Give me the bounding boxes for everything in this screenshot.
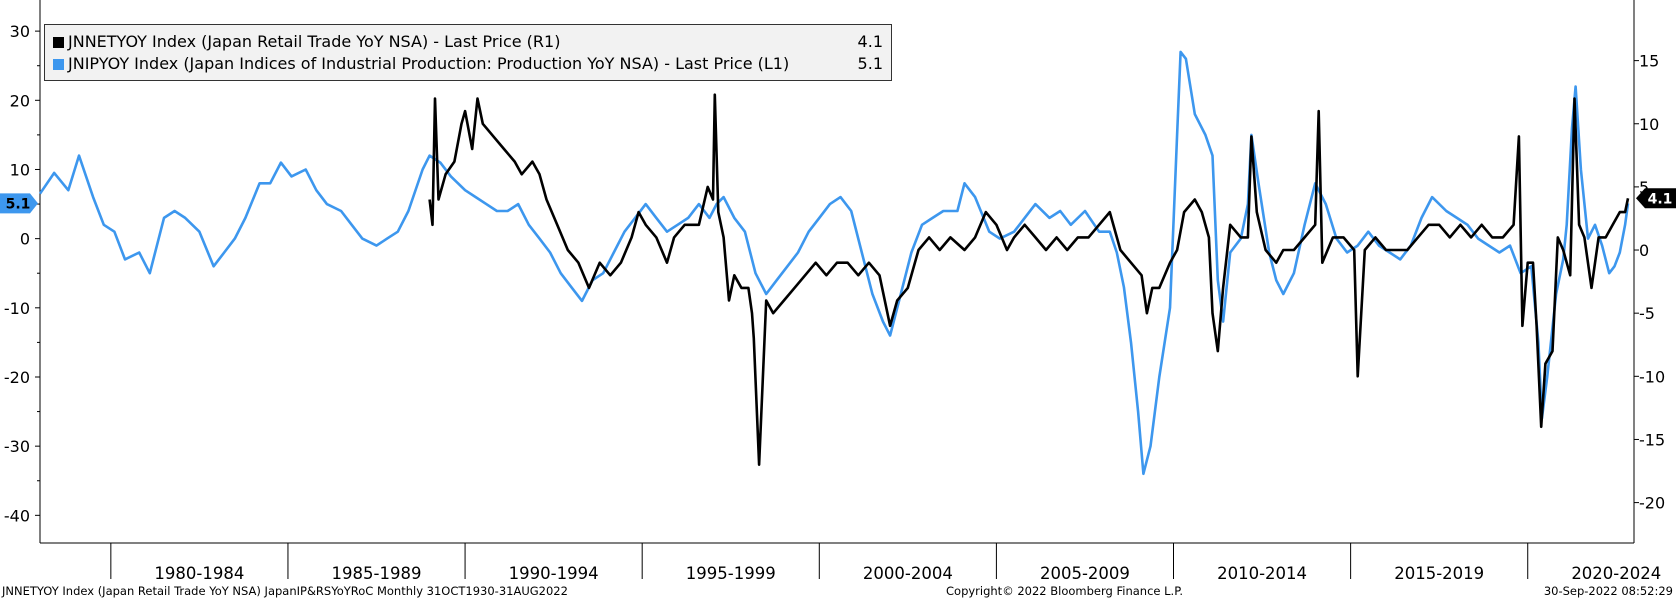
x-axis-period-label: 1995-1999 — [686, 564, 776, 583]
x-axis: 1980-1984 1985-1989 1990-1994 1995-1999 2000… — [110, 543, 1661, 583]
right-axis-tick-label: 5 — [1639, 178, 1649, 197]
legend-item-ip: JNIPYOY Index (Japan Indices of Industri… — [53, 53, 883, 75]
right-axis-tick-label: -20 — [1639, 494, 1665, 513]
footer-copyright: Copyright© 2022 Bloomberg Finance L.P. — [946, 584, 1183, 598]
value-tags: 5.1 4.1 — [0, 188, 1676, 214]
series-line-ip — [38, 50, 1630, 476]
right-last-value-tag — [1636, 188, 1676, 209]
left-last-value-tag-text: 5.1 — [6, 196, 31, 212]
left-last-value-tag — [0, 193, 38, 214]
x-axis-period-label: 2015-2019 — [1394, 564, 1484, 583]
right-axis-tick-label: 10 — [1639, 115, 1659, 134]
right-last-value-tag-text: 4.1 — [1648, 191, 1673, 207]
x-axis-period-label: 2000-2004 — [863, 564, 953, 583]
series-line-retail — [428, 93, 1630, 466]
x-axis-period-label: 1980-1984 — [154, 564, 244, 583]
left-axis-tick-label: -10 — [4, 299, 30, 318]
x-axis-period-label: 1990-1994 — [509, 564, 599, 583]
legend-swatch-ip — [53, 59, 64, 70]
left-axis-tick-label: -40 — [4, 506, 30, 525]
right-axis-tick-label: -15 — [1639, 430, 1665, 449]
left-axis-tick-label: 30 — [10, 22, 30, 41]
footer-description: JNNETYOY Index (Japan Retail Trade YoY N… — [2, 584, 568, 598]
series-layer — [38, 50, 1630, 476]
right-axis-tick-label: -10 — [1639, 367, 1665, 386]
legend-item-retail: JNNETYOY Index (Japan Retail Trade YoY N… — [53, 31, 883, 53]
left-axis-tick-label: 0 — [20, 230, 30, 249]
x-axis-period-label: 1985-1989 — [332, 564, 422, 583]
legend-swatch-retail — [53, 37, 64, 48]
right-axis-tick-label: 0 — [1639, 241, 1649, 260]
legend-last-value-ip: 5.1 — [857, 54, 883, 73]
left-axis-tick-label: 10 — [10, 160, 30, 179]
left-axis-tick-label: -20 — [4, 368, 30, 387]
legend-last-value-retail: 4.1 — [857, 32, 883, 51]
left-axis-tick-label: -30 — [4, 437, 30, 456]
x-axis-period-label: 2005-2009 — [1040, 564, 1130, 583]
x-axis-period-label: 2020-2024 — [1571, 564, 1661, 583]
legend-label-ip: JNIPYOY Index (Japan Indices of Industri… — [68, 54, 790, 73]
x-axis-period-label: 2010-2014 — [1217, 564, 1307, 583]
chart-legend: JNNETYOY Index (Japan Retail Trade YoY N… — [44, 24, 892, 81]
right-axis-tick-label: 15 — [1639, 52, 1659, 71]
footer-timestamp: 30-Sep-2022 08:52:29 — [1543, 584, 1673, 598]
legend-label-retail: JNNETYOY Index (Japan Retail Trade YoY N… — [68, 32, 561, 51]
axes-frame — [39, 0, 1635, 544]
right-axis-tick-label: -5 — [1639, 304, 1655, 323]
left-axis: 30 20 10 0 -10 -20 -30 -40 — [4, 22, 40, 525]
left-axis-tick-label: 20 — [10, 91, 30, 110]
right-axis: 15 10 5 0 -5 -10 -15 -20 — [1634, 52, 1665, 513]
